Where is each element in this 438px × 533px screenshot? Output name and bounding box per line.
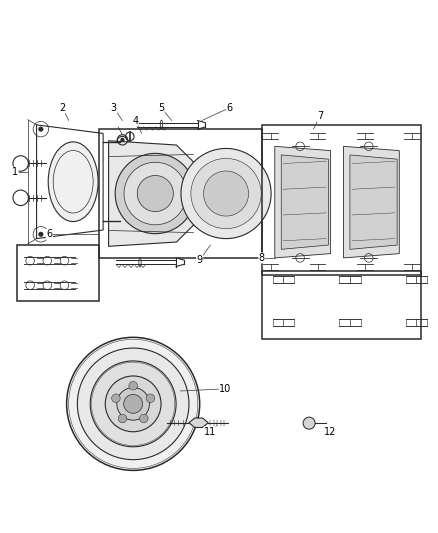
- Circle shape: [303, 417, 315, 429]
- Text: 10: 10: [219, 384, 232, 394]
- Circle shape: [112, 394, 120, 402]
- Circle shape: [204, 171, 249, 216]
- Circle shape: [67, 337, 200, 471]
- Text: 4: 4: [132, 116, 138, 126]
- Circle shape: [129, 382, 138, 390]
- Circle shape: [124, 162, 187, 225]
- Circle shape: [117, 387, 149, 420]
- Polygon shape: [281, 155, 328, 249]
- Text: 6: 6: [46, 229, 53, 239]
- Text: 6: 6: [227, 103, 233, 112]
- Circle shape: [146, 394, 155, 402]
- Circle shape: [118, 414, 127, 423]
- Circle shape: [105, 376, 161, 432]
- Text: 3: 3: [111, 103, 117, 112]
- Bar: [99, 129, 262, 258]
- Circle shape: [38, 232, 43, 237]
- Text: 9: 9: [197, 255, 203, 265]
- Circle shape: [124, 394, 143, 413]
- Circle shape: [137, 175, 173, 212]
- Bar: [17, 245, 99, 301]
- Circle shape: [140, 414, 148, 423]
- Circle shape: [78, 348, 189, 459]
- Bar: [262, 271, 421, 340]
- Text: 2: 2: [59, 103, 65, 112]
- Circle shape: [120, 138, 124, 142]
- Circle shape: [90, 361, 176, 447]
- Polygon shape: [275, 147, 331, 258]
- Ellipse shape: [48, 142, 98, 222]
- Circle shape: [191, 158, 261, 229]
- Polygon shape: [109, 141, 194, 246]
- Polygon shape: [350, 155, 397, 249]
- Bar: [262, 125, 421, 275]
- Circle shape: [181, 149, 271, 239]
- Text: 11: 11: [204, 427, 216, 437]
- Circle shape: [115, 154, 195, 233]
- Text: 8: 8: [259, 253, 265, 263]
- Text: 12: 12: [325, 427, 337, 437]
- Text: 5: 5: [158, 103, 164, 112]
- Text: 1: 1: [12, 167, 18, 177]
- Circle shape: [38, 126, 43, 132]
- Polygon shape: [189, 418, 208, 427]
- Polygon shape: [343, 147, 399, 258]
- Text: 7: 7: [317, 111, 323, 122]
